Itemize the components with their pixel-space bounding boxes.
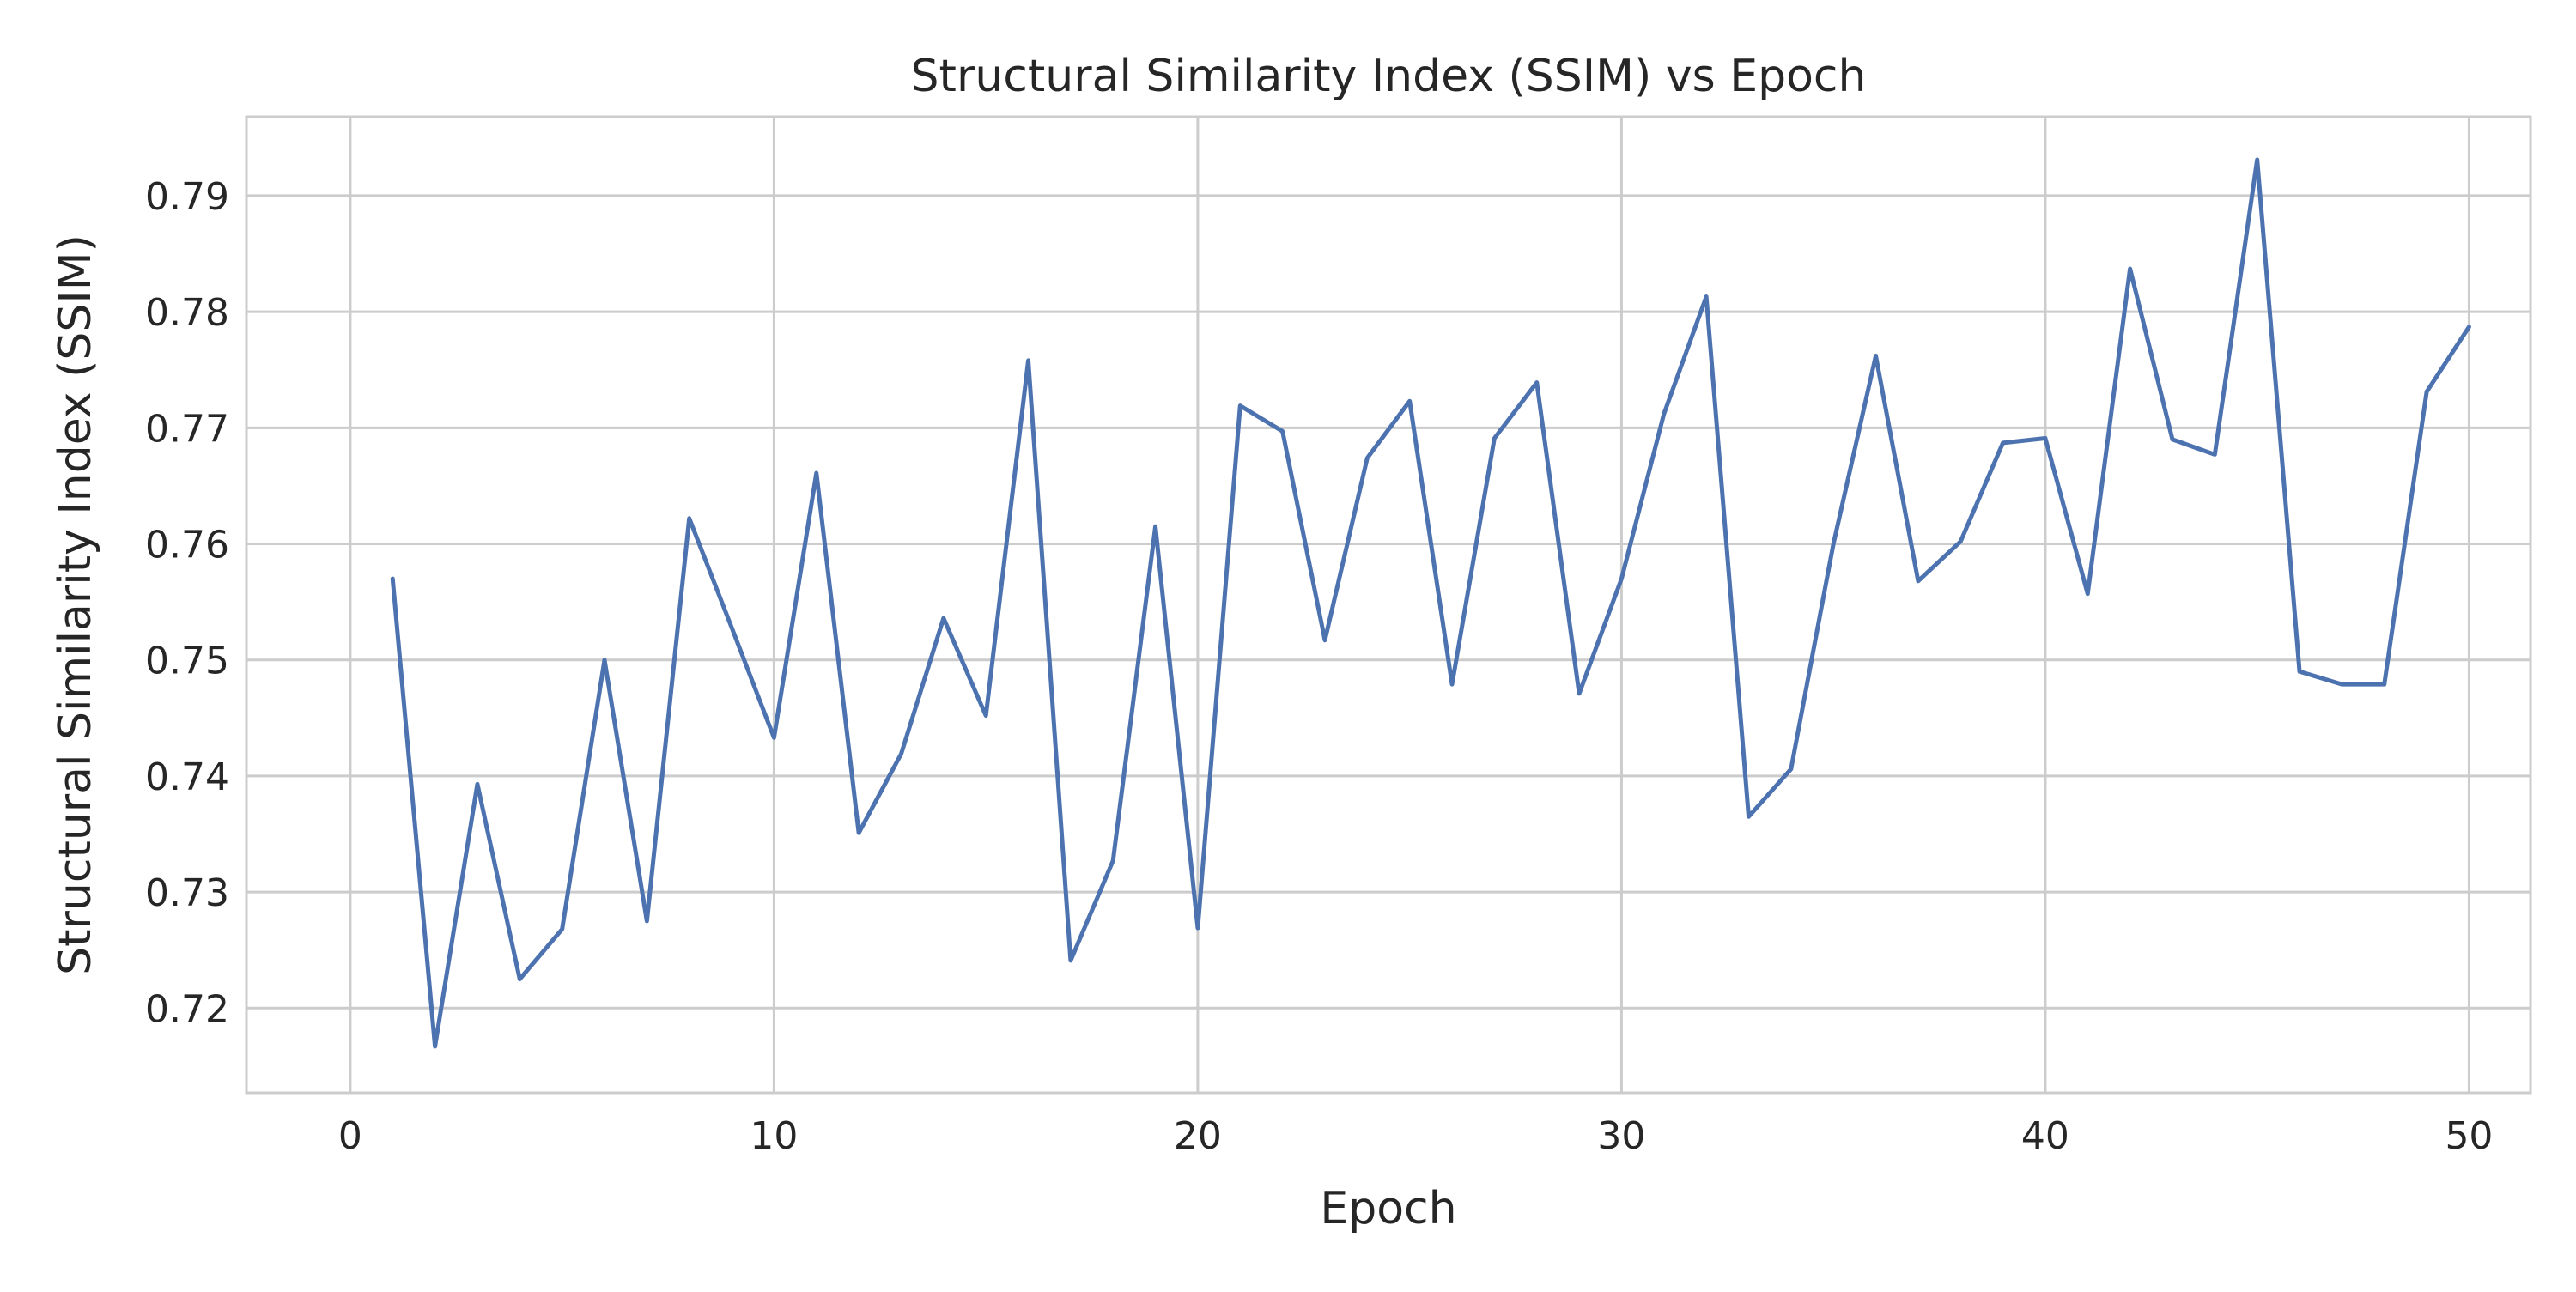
data-point xyxy=(814,470,819,476)
data-point xyxy=(433,1044,438,1049)
y-tick-label: 0.75 xyxy=(145,640,229,683)
data-point xyxy=(2339,682,2344,687)
data-point xyxy=(2001,440,2006,446)
data-point xyxy=(1704,294,1709,300)
data-point xyxy=(2128,266,2133,271)
data-point xyxy=(560,926,565,931)
x-axis-ticks: 0 10 20 30 40 50 xyxy=(338,1114,2494,1158)
y-tick-label: 0.77 xyxy=(145,407,229,451)
y-tick-label: 0.76 xyxy=(145,524,229,567)
series-layer xyxy=(390,157,2471,1049)
data-point xyxy=(2466,325,2471,330)
y-axis-label: Structural Similarity Index (SSIM) xyxy=(50,234,101,975)
data-point xyxy=(390,576,395,581)
data-point xyxy=(1746,814,1751,819)
data-point xyxy=(1577,691,1582,696)
x-tick-label: 50 xyxy=(2445,1114,2493,1158)
x-tick-label: 0 xyxy=(338,1114,362,1158)
data-point xyxy=(2085,591,2090,597)
data-point xyxy=(2297,669,2302,674)
x-tick-label: 10 xyxy=(750,1114,798,1158)
grid xyxy=(246,117,2530,1093)
data-point xyxy=(1492,435,1497,440)
data-point xyxy=(1195,925,1200,931)
data-point xyxy=(1662,411,1667,416)
y-axis-ticks: 0.72 0.73 0.74 0.75 0.76 0.77 0.78 0.79 xyxy=(145,175,229,1031)
data-point xyxy=(2212,452,2217,457)
data-point xyxy=(687,516,692,521)
data-point xyxy=(602,658,607,663)
data-point xyxy=(1068,958,1073,963)
data-point xyxy=(983,713,988,719)
data-point xyxy=(2382,682,2387,687)
data-point xyxy=(771,735,776,740)
data-point xyxy=(2170,437,2175,442)
data-point xyxy=(2043,435,2048,440)
data-point xyxy=(1364,455,1370,460)
data-point xyxy=(1407,398,1413,403)
plot-frame xyxy=(245,115,2532,1095)
x-axis-label: Epoch xyxy=(1320,1183,1456,1234)
data-point xyxy=(1449,682,1455,687)
data-point xyxy=(1153,524,1158,529)
data-point xyxy=(475,781,480,786)
data-point xyxy=(2424,389,2429,394)
data-point xyxy=(1237,403,1242,409)
y-tick-label: 0.72 xyxy=(145,987,229,1031)
data-point xyxy=(1280,428,1285,434)
data-point xyxy=(729,625,734,630)
data-point xyxy=(517,977,522,982)
y-tick-label: 0.78 xyxy=(145,291,229,335)
data-point xyxy=(1110,858,1115,864)
data-point xyxy=(1322,638,1327,643)
data-point xyxy=(1958,539,1963,544)
y-tick-label: 0.73 xyxy=(145,871,229,915)
data-point xyxy=(1026,358,1031,363)
x-tick-label: 20 xyxy=(1174,1114,1222,1158)
data-point xyxy=(1831,542,1836,547)
series-line-ssim xyxy=(390,157,2471,1049)
x-tick-label: 30 xyxy=(1597,1114,1645,1158)
data-point xyxy=(1534,380,1540,385)
data-point xyxy=(898,751,903,756)
data-point xyxy=(1916,579,1921,584)
y-tick-label: 0.79 xyxy=(145,175,229,219)
data-point xyxy=(644,919,649,924)
chart-title: Structural Similarity Index (SSIM) vs Ep… xyxy=(911,51,1867,102)
data-point xyxy=(1619,576,1624,581)
data-point xyxy=(856,830,861,835)
x-tick-label: 40 xyxy=(2021,1114,2069,1158)
y-tick-label: 0.74 xyxy=(145,755,229,799)
data-point xyxy=(1789,767,1794,772)
data-point xyxy=(941,616,946,621)
data-point xyxy=(2255,157,2260,162)
data-point xyxy=(1874,354,1879,359)
